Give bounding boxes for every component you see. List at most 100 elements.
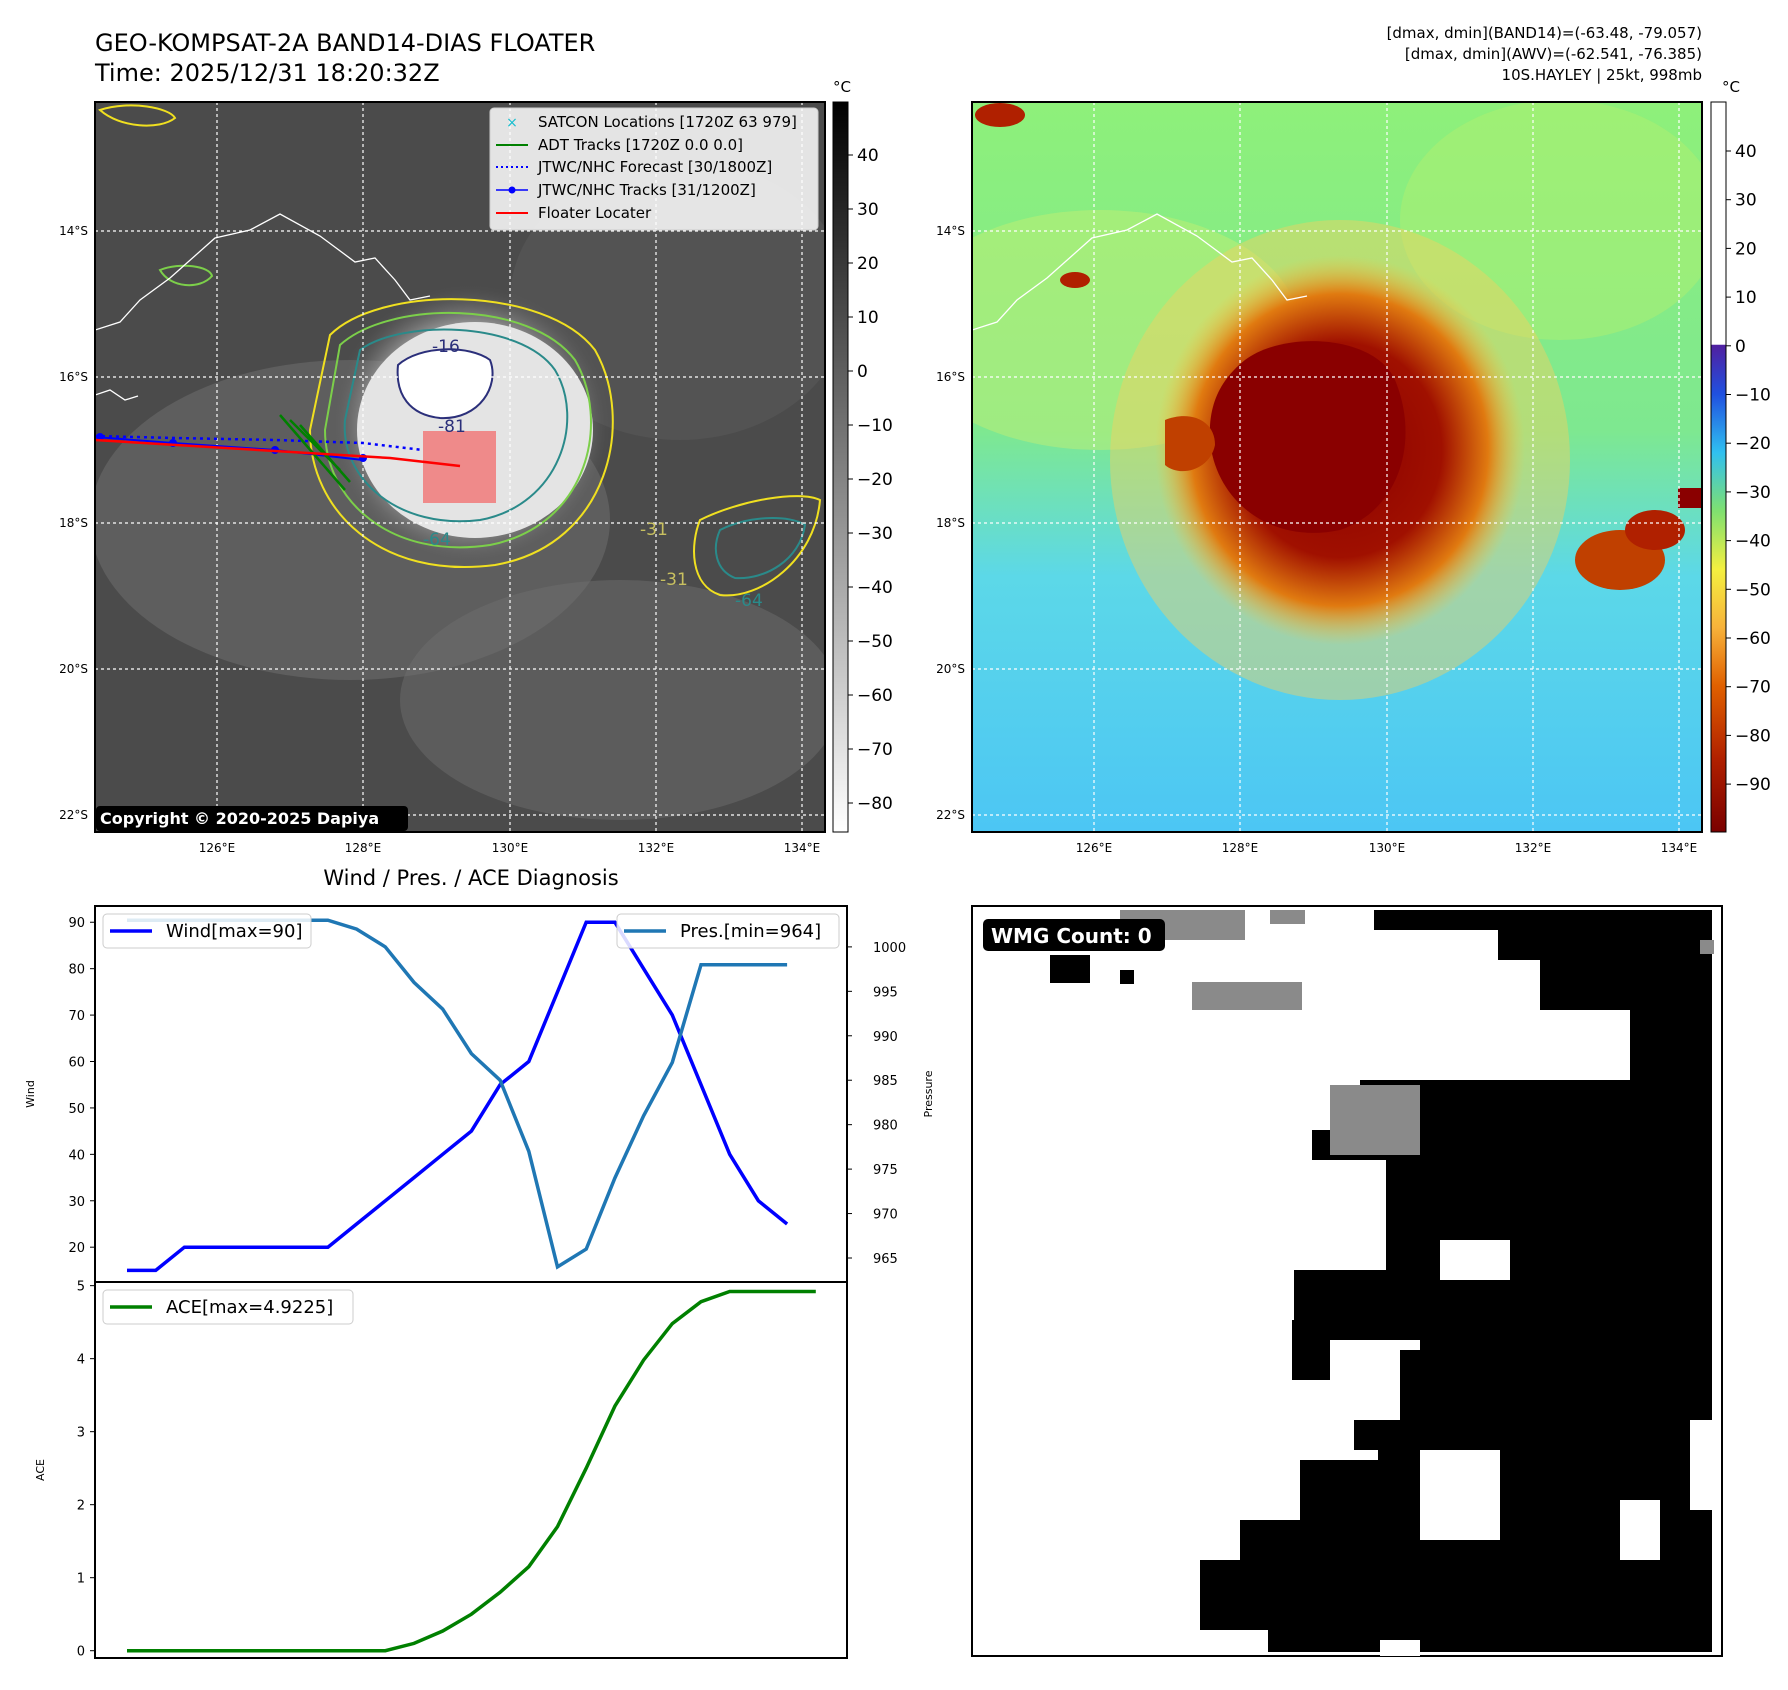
lat-label: 20°S (936, 662, 965, 676)
ace-tick: 1 (77, 1572, 85, 1587)
ace-tick: 0 (77, 1645, 85, 1660)
title-line1: GEO-KOMPSAT-2A BAND14-DIAS FLOATER (95, 29, 595, 57)
lat-label: 14°S (936, 224, 965, 238)
contour-label-6: -64 (735, 591, 763, 611)
colorbar-left-tick: −80 (857, 794, 893, 814)
pressure-tick: 980 (873, 1119, 898, 1134)
awv-frame (971, 101, 1703, 833)
awv-map: 14°S 16°S 18°S 20°S 22°S 126°E 128°E 130… (936, 101, 1703, 855)
wind-tick: 80 (68, 963, 85, 978)
lon-label: 132°E (638, 841, 675, 855)
lat-label: 14°S (59, 224, 88, 238)
wind-legend: Wind[max=90] (102, 913, 312, 949)
grid-right (972, 102, 1702, 832)
lon-label: 128°E (345, 841, 382, 855)
colorbar-right-tick: −20 (1735, 434, 1771, 454)
colorbar-left-tick: 0 (857, 362, 868, 382)
lat-label: 16°S (59, 370, 88, 384)
ace-ylabel: ACE (34, 1459, 47, 1481)
lat-label: 20°S (59, 662, 88, 676)
colorbar-left-tick: −50 (857, 632, 893, 652)
contour-label-1: -16 (432, 337, 460, 357)
contour-label-4: -31 (660, 570, 688, 590)
stats-line3: 10S.HAYLEY | 25kt, 998mb (1502, 66, 1702, 84)
colorbar-left-tick: −10 (857, 416, 893, 436)
wind-series-line (127, 920, 789, 1273)
lon-label: 126°E (199, 841, 236, 855)
pressure-tick: 995 (873, 985, 898, 1000)
contour-label-5: -31 (640, 520, 668, 540)
contour-labels: -16 -81 -64 -31 -31 -64 (423, 337, 763, 611)
colorbar-left-tick: −20 (857, 470, 893, 490)
pressure-legend-label: Pres.[min=964] (680, 921, 821, 942)
lon-label: 132°E (1515, 841, 1552, 855)
colorbar-right-tick: 10 (1735, 288, 1757, 308)
stats-line2: [dmax, dmin](AWV)=(-62.541, -76.385) (1405, 45, 1702, 63)
colorbar-right-tick: 40 (1735, 142, 1757, 162)
colorbar-right-tick: −70 (1735, 678, 1771, 698)
legend-floater: Floater Locater (538, 204, 652, 222)
ace-frame (94, 1281, 848, 1659)
chart-title: Wind / Pres. / ACE Diagnosis (323, 866, 618, 890)
ace-chart: 0 1 2 3 4 5 ACE ACE[max=4.9225] (34, 1280, 848, 1660)
lon-label: 128°E (1222, 841, 1259, 855)
title-line2: Time: 2025/12/31 18:20:32Z (94, 59, 440, 87)
wmg-badge (983, 919, 1165, 951)
colorbar-left-tick: 40 (857, 146, 879, 166)
pressure-tick: 985 (873, 1074, 898, 1089)
wind-tick: 40 (68, 1148, 85, 1163)
colorbar-right-unit: °C (1722, 78, 1740, 96)
legend: × SATCON Locations [1720Z 63 979] ADT Tr… (489, 107, 819, 231)
lon-label: 126°E (1076, 841, 1113, 855)
legend-jtwc-tracks: JTWC/NHC Tracks [31/1200Z] (537, 181, 756, 199)
colorbar-left-tick: −70 (857, 740, 893, 760)
wind-tick: 60 (68, 1056, 85, 1071)
copyright-badge (96, 806, 408, 831)
lon-labels-left: 126°E 128°E 130°E 132°E 134°E (199, 841, 821, 855)
lat-labels-right: 14°S 16°S 18°S 20°S 22°S (936, 224, 965, 822)
wind-legend-label: Wind[max=90] (166, 921, 303, 942)
lat-labels-left: 14°S 16°S 18°S 20°S 22°S (59, 224, 88, 822)
colorbar-left-tick: −40 (857, 578, 893, 598)
copyright-text: Copyright © 2020-2025 Dapiya (100, 809, 379, 828)
pressure-tick: 1000 (873, 941, 906, 956)
wmg-panel: WMG Count: 0 (971, 905, 1723, 1657)
lon-label: 134°E (1661, 841, 1698, 855)
lon-label: 134°E (784, 841, 821, 855)
wind-tick: 70 (68, 1009, 85, 1024)
colorbar-right-tick: −90 (1735, 775, 1771, 795)
stats-line1: [dmax, dmin](BAND14)=(-63.48, -79.057) (1387, 24, 1702, 42)
wind-tick: 20 (68, 1241, 85, 1256)
ace-series-line (127, 1289, 816, 1653)
contour-label-2: -81 (438, 417, 466, 437)
wind-pressure-chart: Wind / Pres. / ACE Diagnosis 20 30 40 50 60 7… (24, 866, 935, 1283)
lat-label: 18°S (59, 516, 88, 530)
wind-frame (94, 905, 848, 1283)
colorbar-right-tick: −40 (1735, 532, 1771, 552)
wind-ylabel: Wind (24, 1080, 37, 1108)
ace-tick: 3 (77, 1426, 85, 1441)
pressure-ylabel: Pressure (922, 1070, 935, 1117)
satcon-marker-icon: × (506, 115, 518, 131)
contour-label-3: -64 (423, 530, 451, 550)
lat-label: 18°S (936, 516, 965, 530)
colorbar-right-tick: −80 (1735, 726, 1771, 746)
colorbar-left-tick: 30 (857, 200, 879, 220)
lat-label: 22°S (936, 808, 965, 822)
colorbar-left-tick: −60 (857, 686, 893, 706)
band14-frame (94, 101, 826, 833)
wind-tick: 90 (68, 916, 85, 931)
colorbar-left: °C 40 30 20 10 0 −10 −20 −30 −40 −50 −60 −70 −80 (832, 78, 893, 833)
pressure-tick: 965 (873, 1252, 898, 1267)
lon-label: 130°E (1369, 841, 1406, 855)
lon-label: 130°E (492, 841, 529, 855)
colorbar-right-tick: −50 (1735, 580, 1771, 600)
colorbar-right-tick: 0 (1735, 337, 1746, 357)
band14-map: -16 -81 -64 -31 -31 -64 × SATCON Locatio… (59, 101, 826, 855)
colorbar-left-tick: 10 (857, 308, 879, 328)
legend-adt: ADT Tracks [1720Z 0.0 0.0] (538, 136, 743, 154)
legend-jtwc-forecast: JTWC/NHC Forecast [30/1800Z] (537, 158, 772, 176)
colorbar-right-tick: 30 (1735, 191, 1757, 211)
pressure-tick: 990 (873, 1030, 898, 1045)
